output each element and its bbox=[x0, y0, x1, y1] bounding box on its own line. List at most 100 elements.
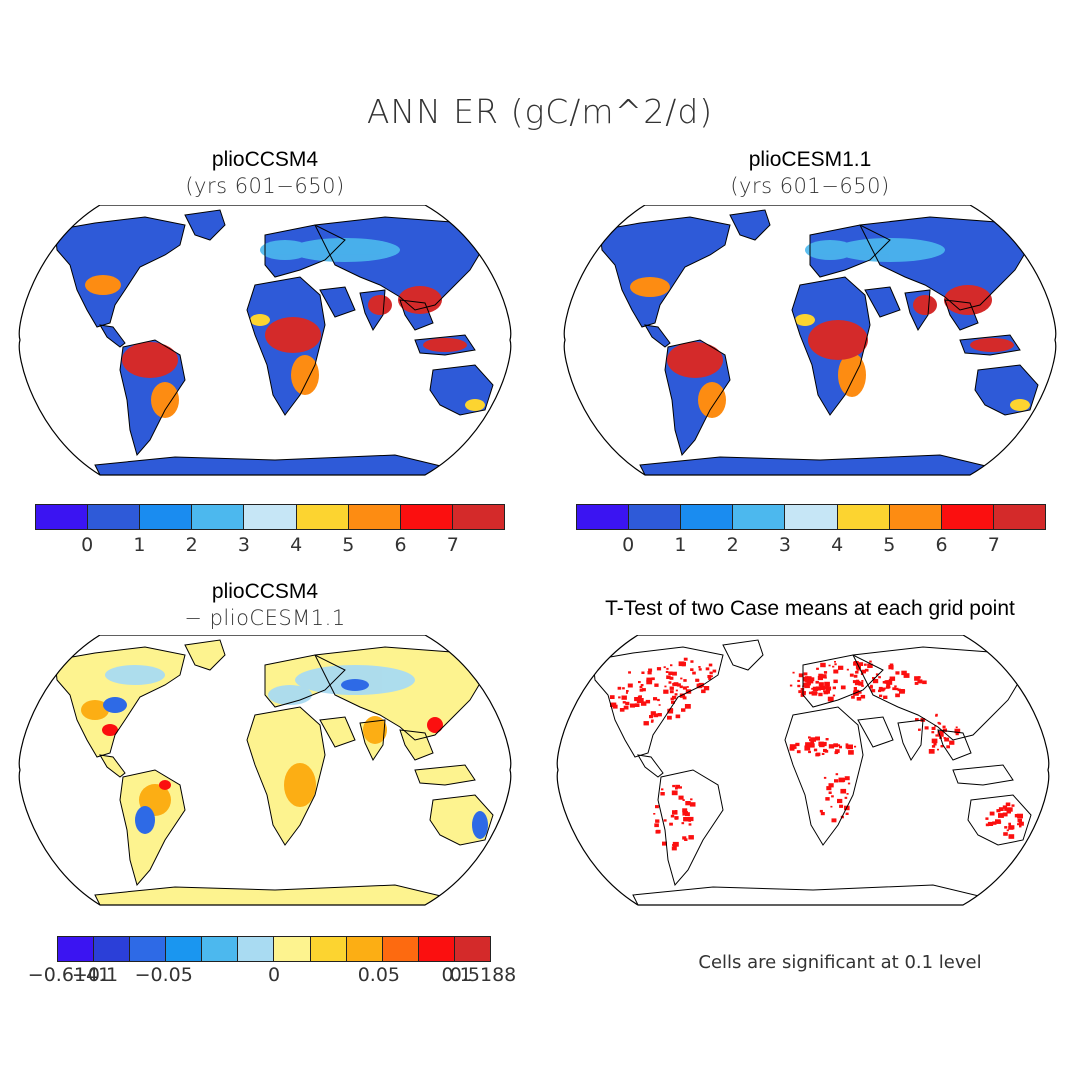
significant-cell bbox=[838, 745, 842, 749]
significant-cell bbox=[682, 799, 685, 801]
colorbar-tr-label-4: 4 bbox=[831, 534, 844, 556]
significant-cell bbox=[1017, 823, 1020, 826]
significant-cell bbox=[710, 675, 713, 678]
colorbar-diff-swatch-6 bbox=[274, 937, 311, 961]
significant-cell bbox=[672, 671, 677, 676]
significant-cell bbox=[622, 687, 625, 690]
significant-cell bbox=[895, 687, 899, 691]
significant-cell bbox=[666, 667, 669, 670]
map-ttest bbox=[556, 635, 1050, 906]
significant-cell bbox=[814, 691, 818, 694]
significant-cell bbox=[955, 726, 958, 729]
significant-cell bbox=[651, 719, 654, 722]
significant-cell bbox=[809, 739, 812, 742]
significant-cell bbox=[817, 675, 823, 681]
significant-cell bbox=[863, 663, 867, 666]
significant-cell bbox=[655, 830, 660, 834]
significant-cell bbox=[845, 743, 849, 746]
significant-cell bbox=[823, 671, 828, 674]
significant-cell bbox=[847, 744, 853, 750]
panel-tr-subtitle: (yrs 601−650) bbox=[730, 174, 890, 198]
significant-cell bbox=[845, 745, 850, 749]
colorbar-diff-swatch-5 bbox=[238, 937, 275, 961]
colorbar-difference bbox=[57, 936, 491, 962]
significant-cell bbox=[609, 695, 615, 699]
significant-cell bbox=[888, 678, 891, 681]
significant-cell bbox=[666, 675, 671, 679]
significant-cell bbox=[888, 665, 894, 670]
significant-cell bbox=[992, 821, 997, 825]
significant-cell bbox=[823, 748, 827, 752]
significant-cell bbox=[955, 732, 959, 736]
significant-cell bbox=[869, 686, 873, 689]
significant-cell bbox=[845, 812, 849, 815]
significant-cell bbox=[811, 691, 818, 696]
colorbar-tr-swatch-8 bbox=[993, 505, 1045, 529]
significant-cell bbox=[684, 838, 688, 841]
significant-cell bbox=[823, 743, 827, 747]
significant-cell bbox=[686, 690, 690, 693]
significant-cell bbox=[889, 663, 894, 667]
significant-cell bbox=[813, 748, 818, 752]
significant-cell bbox=[621, 695, 627, 700]
significant-cell bbox=[639, 688, 644, 692]
significant-cell bbox=[815, 686, 821, 691]
significant-cell bbox=[681, 822, 685, 825]
significant-cell bbox=[680, 693, 683, 696]
significant-cell bbox=[653, 713, 659, 718]
significant-cell bbox=[657, 713, 662, 717]
significant-cell bbox=[810, 737, 816, 742]
significant-cell bbox=[670, 664, 673, 667]
significant-cell bbox=[671, 846, 677, 851]
significant-cell bbox=[831, 818, 837, 823]
significant-cell bbox=[834, 663, 837, 666]
significant-cell bbox=[1014, 814, 1019, 818]
colorbar-tr-swatch-4 bbox=[785, 505, 838, 529]
significant-cell bbox=[856, 697, 862, 701]
significant-cell bbox=[662, 841, 667, 846]
colorbar-tl-swatch-3 bbox=[192, 505, 245, 529]
significant-cell bbox=[650, 720, 654, 723]
significant-cell bbox=[655, 805, 659, 809]
significant-cell bbox=[856, 668, 860, 671]
significant-cell bbox=[676, 683, 681, 687]
significant-cell bbox=[1019, 825, 1022, 828]
colorbar-diff-label-5: 0.1 bbox=[441, 964, 472, 986]
significant-cell bbox=[835, 773, 839, 776]
significant-cell bbox=[798, 673, 804, 678]
significant-cell bbox=[653, 697, 658, 701]
significant-cell bbox=[625, 692, 628, 694]
significant-cell bbox=[872, 677, 875, 680]
significant-cell bbox=[705, 667, 710, 671]
significant-cell bbox=[639, 685, 643, 689]
significant-cell bbox=[875, 673, 879, 676]
significant-cell bbox=[684, 704, 691, 709]
colorbar-diff-swatch-1 bbox=[94, 937, 131, 961]
significant-cell bbox=[837, 798, 843, 804]
significant-cell bbox=[934, 725, 937, 727]
significant-cell bbox=[804, 676, 809, 680]
significant-cell bbox=[1008, 822, 1011, 825]
significant-cell bbox=[940, 745, 944, 748]
significant-cell bbox=[1005, 803, 1009, 805]
colorbar-diff-label-3: 0 bbox=[267, 964, 281, 986]
significant-cell bbox=[889, 676, 896, 681]
colorbar-diff-swatch-0 bbox=[58, 937, 95, 961]
significant-cell bbox=[834, 751, 839, 755]
significant-cell bbox=[796, 750, 801, 754]
significant-cell bbox=[802, 682, 808, 687]
significant-cell bbox=[946, 745, 950, 749]
significant-cell bbox=[701, 689, 706, 694]
significant-cell bbox=[853, 691, 859, 696]
significant-cell bbox=[942, 728, 947, 732]
significant-cell bbox=[709, 671, 713, 675]
colorbar-tl-label-7: 7 bbox=[446, 534, 459, 556]
significant-cell bbox=[816, 752, 821, 756]
significant-cell bbox=[669, 686, 674, 690]
map-plioCESM1.1 bbox=[563, 205, 1057, 476]
significant-cell bbox=[657, 698, 660, 702]
figure-title: ANN ER (gC/m^2/d) bbox=[366, 92, 714, 131]
significant-cell bbox=[839, 804, 844, 808]
significant-cell bbox=[937, 748, 939, 751]
map-plioCCSM4 bbox=[18, 205, 512, 476]
